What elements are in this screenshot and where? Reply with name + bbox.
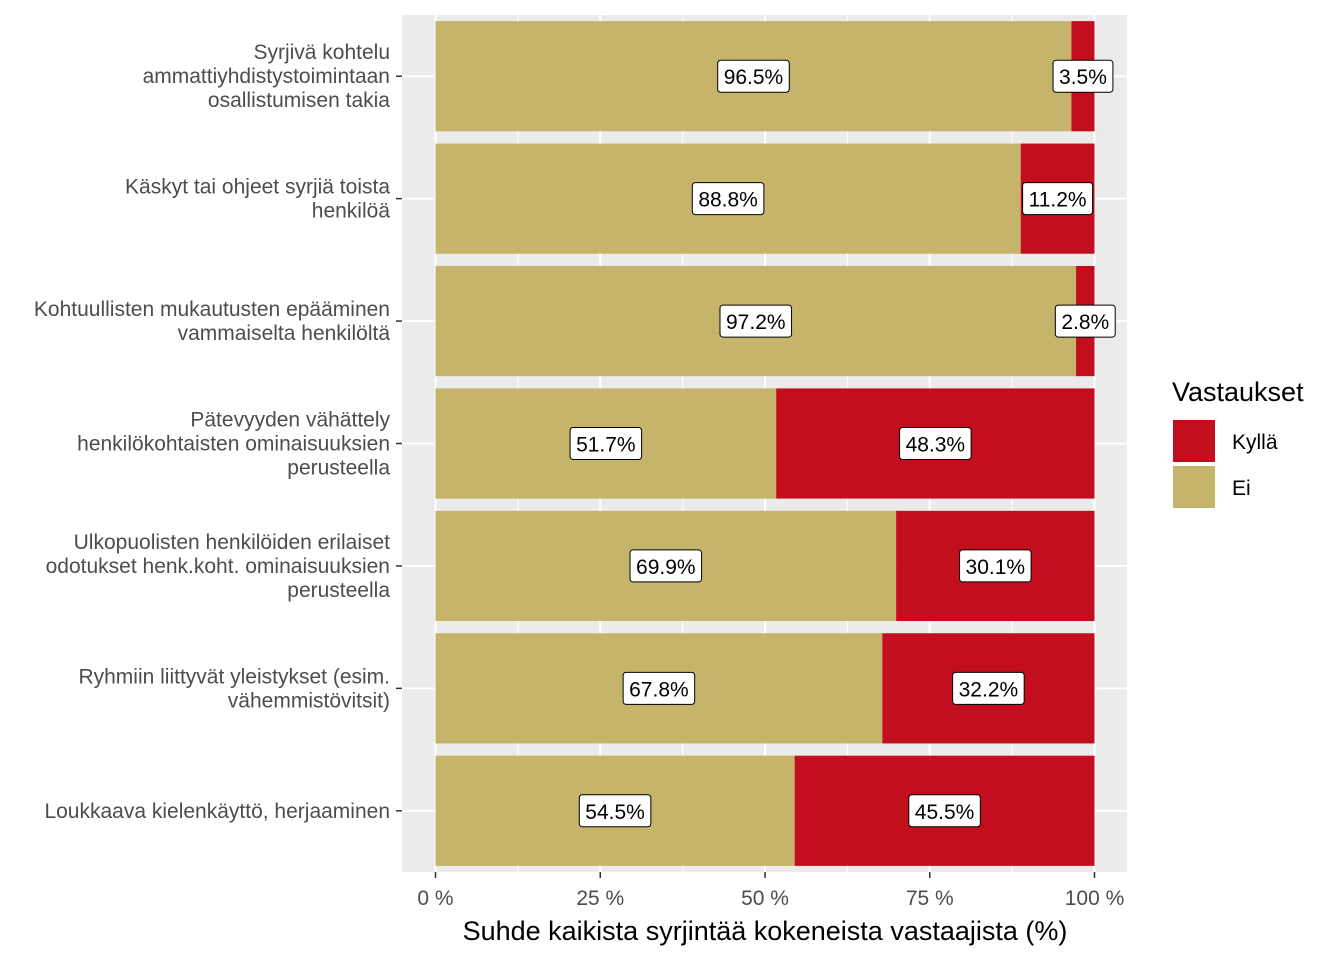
data-label-box [908,794,981,828]
data-label-text: 11.2% [1029,189,1087,212]
y-tick-label-line: Pätevyyden vähättely [190,409,390,432]
y-tick-label-line: Kohtuullisten mukautusten epääminen [34,298,390,321]
y-tick-label: Käskyt tai ohjeet syrjiä toista henkilöä [125,176,390,223]
data-label-box [717,59,790,93]
data-label-box [719,304,793,338]
data-label-box [1052,59,1114,93]
y-tick-label: Syrjivä kohtelu ammattiyhdistystoimintaan… [143,41,391,112]
data-label-box [622,671,696,705]
y-tick-label-line: Käskyt tai ohjeet syrjiä toista [125,176,390,199]
y-axis: Syrjivä kohtelu ammattiyhdistystoimintaan… [34,41,402,823]
data-label: 45.5% [908,794,981,828]
data-label-box [1022,182,1094,216]
x-tick-label: 75 % [906,887,954,910]
legend-label: Kyllä [1232,431,1278,454]
y-tick-label-line: henkilöä [312,200,391,223]
legend-swatch-ei [1173,466,1215,508]
data-label: 30.1% [959,549,1032,583]
data-label: 69.9% [629,549,703,583]
data-label-text: 88.8% [698,189,758,212]
y-tick-label-line: ammattiyhdistystoimintaan [143,65,390,88]
data-label-box [952,671,1025,705]
data-label: 96.5% [717,59,790,93]
y-tick-label-line: vähemmistövitsit) [228,689,390,712]
data-label: 51.7% [569,427,643,460]
x-axis-title: Suhde kaikista syrjintää kokeneista vast… [463,916,1068,946]
data-label-text: 97.2% [726,311,786,334]
y-tick-label-line: perusteella [287,457,390,480]
y-tick-label-line: osallistumisen takia [208,89,390,112]
x-tick-label: 50 % [741,887,789,910]
y-tick-label-line: perusteella [287,579,390,602]
y-tick-label-line: odotukset henk.koht. ominaisuuksien [46,555,390,578]
data-label: 2.8% [1054,304,1116,338]
y-tick-label-line: Loukkaava kielenkäyttö, herjaaminen [44,800,390,823]
data-label-text: 48.3% [906,434,966,457]
data-label-box [691,182,765,216]
data-label-box [569,427,643,460]
data-label-text: 67.8% [629,678,689,701]
data-label: 97.2% [719,304,793,338]
y-tick-label: Kohtuullisten mukautusten epääminen vamma… [34,298,390,345]
data-label-text: 3.5% [1059,66,1107,89]
x-axis: 0 % 25 % 50 % 75 % 100 % [417,872,1124,910]
y-tick-label-line: Syrjivä kohtelu [253,41,390,64]
x-tick-label: 25 % [576,887,624,910]
data-label-text: 51.7% [576,434,636,457]
y-tick-label: Ryhmiin liittyvät yleistykset (esim. vähe… [78,665,390,712]
y-tick-label-line: henkilökohtaisten ominaisuuksien [77,433,390,456]
data-label-text: 96.5% [724,66,784,89]
data-label: 48.3% [899,427,972,460]
data-label-box [578,794,652,828]
x-tick-label: 0 % [417,887,453,910]
y-tick-label-line: Ulkopuolisten henkilöiden erilaiset [74,531,391,554]
legend-swatch-kyllä [1173,420,1215,462]
data-label-box [1054,304,1116,338]
y-tick-label: Ulkopuolisten henkilöiden erilaiset odotu… [46,531,391,602]
data-label-text: 2.8% [1061,311,1109,334]
data-label: 54.5% [578,794,652,828]
legend-title: Vastaukset [1172,377,1304,407]
data-label-text: 45.5% [915,801,975,824]
bars [435,21,1095,866]
data-label-text: 30.1% [966,556,1026,579]
legend: Vastaukset Kyllä Ei [1172,377,1304,508]
data-label: 32.2% [952,671,1025,705]
x-tick-label: 100 % [1065,887,1125,910]
data-label-text: 32.2% [959,678,1019,701]
data-label: 3.5% [1052,59,1114,93]
data-label-box [629,549,703,583]
y-tick-label: Pätevyyden vähättely henkilökohtaisten om… [77,409,390,480]
data-label: 88.8% [691,182,765,216]
data-label: 67.8% [622,671,696,705]
legend-label: Ei [1232,477,1251,500]
y-tick-label-line: vammaiselta henkilöltä [178,322,391,345]
data-label-text: 54.5% [585,801,645,824]
data-label-box [959,549,1032,583]
value-labels: 96.5% 3.5% 88.8% 11.2% 97.2% 2.8% 51.7% 48.3% 69… [569,59,1116,828]
data-label-box [899,427,972,460]
y-tick-label: Loukkaava kielenkäyttö, herjaaminen [44,800,390,823]
data-label: 11.2% [1022,182,1094,216]
data-label-text: 69.9% [636,556,696,579]
y-tick-label-line: Ryhmiin liittyvät yleistykset (esim. [78,665,390,688]
